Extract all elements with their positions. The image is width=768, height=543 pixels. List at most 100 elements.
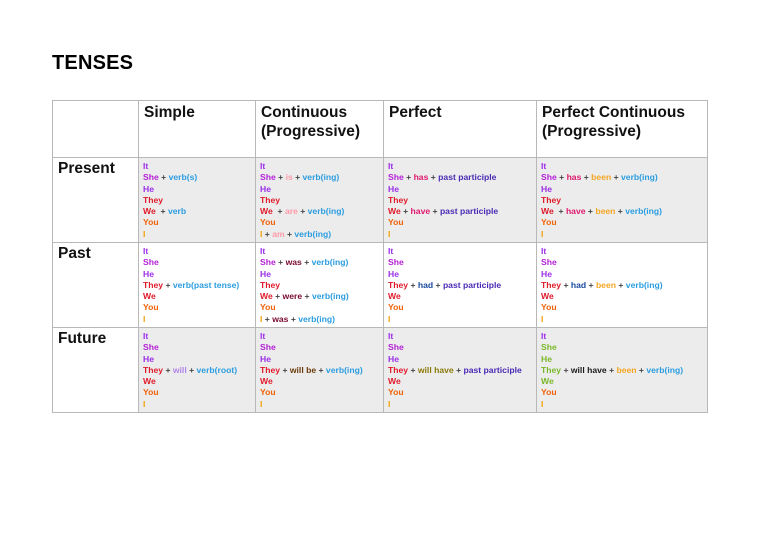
formula-token: verb(past tense) xyxy=(172,279,240,290)
formula-token: He xyxy=(388,268,399,279)
formula-line: She xyxy=(388,342,536,353)
formula-token: They xyxy=(143,364,164,375)
formula-token: We xyxy=(260,291,273,302)
formula-line: You xyxy=(143,387,255,398)
formula-token: He xyxy=(541,183,552,194)
formula-line: He xyxy=(143,184,255,195)
formula-token: It xyxy=(541,161,547,171)
formula-token: We xyxy=(388,376,401,387)
formula-token: verb(ing) xyxy=(621,172,658,183)
formula-token: will have xyxy=(570,364,607,375)
formula-token: You xyxy=(143,302,159,313)
formula-token: I xyxy=(388,228,391,239)
formula-token: It xyxy=(260,161,266,171)
formula-token: verb(ing) xyxy=(294,228,332,239)
formula-line: You xyxy=(388,217,536,228)
formula-token: He xyxy=(260,353,271,364)
formula-line: He xyxy=(541,354,707,365)
formula-token: She xyxy=(541,172,557,183)
formula-token: We xyxy=(143,291,156,302)
formula-token: + xyxy=(158,172,169,183)
formula-line: He xyxy=(388,269,536,280)
formula-line: I + am + verb(ing) xyxy=(260,229,383,240)
formula-cell-past-continuous: It She + was + verb(ing) He They We + were +… xyxy=(255,242,384,328)
formula-line: We xyxy=(143,376,255,387)
formula-token: verb(ing) xyxy=(298,313,335,324)
formula-token: + xyxy=(553,206,566,217)
formula-token: + xyxy=(581,172,592,183)
formula-token: + xyxy=(163,364,173,375)
formula-line: I xyxy=(541,314,707,325)
formula-token: verb(ing) xyxy=(625,279,663,290)
formula-line: We xyxy=(143,291,255,302)
formula-token: been xyxy=(595,206,616,217)
formula-line: He xyxy=(541,184,707,195)
formula-token: She xyxy=(388,257,404,268)
formula-line: I + was + verb(ing) xyxy=(260,314,383,325)
formula-token: + xyxy=(292,172,303,183)
formula-line: We xyxy=(388,376,536,387)
formula-line: It xyxy=(143,331,255,342)
formula-token: + xyxy=(408,279,418,290)
formula-token: was xyxy=(285,257,302,268)
formula-line: He xyxy=(260,184,383,195)
formula-line: She + has + past participle xyxy=(388,172,536,183)
formula-line: She xyxy=(541,257,707,268)
formula-line: She + has + been + verb(ing) xyxy=(541,172,707,183)
formula-cell-present-perfect: It She + has + past participle He They We + … xyxy=(383,157,537,243)
formula-token: + xyxy=(284,228,295,239)
formula-line: I xyxy=(260,399,383,410)
formula-cell-past-perfect: It She He They + had + past participle We You… xyxy=(383,242,537,328)
formula-line: They xyxy=(143,195,255,206)
formula-token: They xyxy=(541,194,562,205)
formula-token: He xyxy=(541,353,552,364)
formula-line: We xyxy=(260,376,383,387)
formula-token: I xyxy=(388,313,391,324)
formula-line: It xyxy=(260,331,383,342)
formula-token: has xyxy=(413,172,429,183)
formula-token: verb(ing) xyxy=(646,364,684,375)
formula-token: She xyxy=(260,172,276,183)
formula-line: We + have + been + verb(ing) xyxy=(541,206,707,217)
formula-token: They xyxy=(143,194,164,205)
formula-token: He xyxy=(143,268,154,279)
formula-token: You xyxy=(388,302,404,313)
formula-token: + xyxy=(280,364,290,375)
formula-token: + xyxy=(586,279,596,290)
formula-token: She xyxy=(388,172,404,183)
formula-token: + xyxy=(636,364,647,375)
formula-line: She + is + verb(ing) xyxy=(260,172,383,183)
formula-token: + xyxy=(301,257,312,268)
column-header-continuous: Continuous (Progressive) xyxy=(255,100,384,158)
formula-cell-present-continuous: It She + is + verb(ing) He They We + are + v… xyxy=(255,157,384,243)
formula-token: have xyxy=(565,206,586,217)
formula-token: We xyxy=(260,376,273,387)
formula-token: You xyxy=(260,387,276,398)
formula-line: You xyxy=(260,387,383,398)
formula-token: had xyxy=(570,279,587,290)
formula-token: is xyxy=(285,172,293,183)
formula-token: You xyxy=(541,217,557,228)
formula-token: + xyxy=(272,291,283,302)
formula-token: She xyxy=(541,342,557,353)
formula-token: It xyxy=(143,161,149,171)
formula-token: I xyxy=(143,398,146,409)
formula-token: + xyxy=(561,279,571,290)
formula-token: He xyxy=(143,183,154,194)
formula-token: + xyxy=(186,364,197,375)
formula-line: It xyxy=(541,331,707,342)
formula-token: + xyxy=(272,206,285,217)
formula-line: I xyxy=(541,399,707,410)
formula-token: been xyxy=(595,279,616,290)
tense-row-present: Present It She + verb(s) He They We + verb You… xyxy=(52,157,708,243)
formula-line: We + are + verb(ing) xyxy=(260,206,383,217)
formula-token: You xyxy=(541,302,557,313)
formula-token: We xyxy=(388,291,401,302)
formula-token: + xyxy=(163,279,173,290)
row-header-future: Future xyxy=(52,327,139,413)
formula-line: He xyxy=(541,269,707,280)
formula-line: You xyxy=(260,302,383,313)
formula-line: She + was + verb(ing) xyxy=(260,257,383,268)
formula-token: has xyxy=(566,172,582,183)
formula-cell-present-simple: It She + verb(s) He They We + verb You I xyxy=(138,157,256,243)
